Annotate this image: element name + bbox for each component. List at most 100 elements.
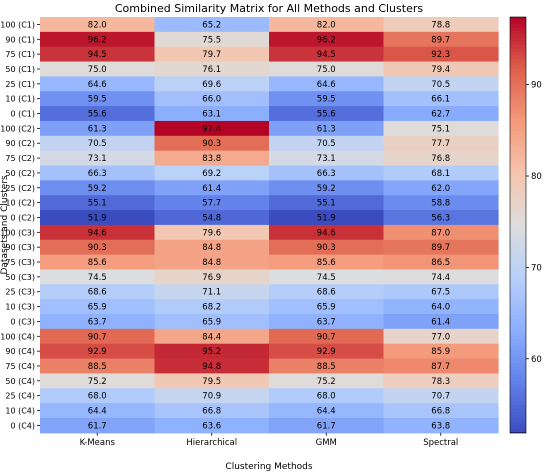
y-tick-label: 0 (C4) [10, 421, 35, 430]
cell-value-label: 94.6 [88, 228, 107, 238]
colorbar-segment [510, 20, 526, 25]
cell-value-label: 62.7 [431, 110, 450, 120]
cell-value-label: 55.6 [88, 110, 107, 120]
colorbar-segment [510, 51, 526, 56]
cell-value-label: 96.2 [317, 35, 336, 45]
colorbar-segment [510, 245, 526, 250]
heatmap-cell [383, 254, 499, 271]
cell-value-label: 65.9 [317, 303, 336, 313]
colorbar-segment [510, 294, 526, 299]
heatmap-cell [40, 239, 156, 256]
colorbar-segment [510, 283, 526, 288]
colorbar-segment [510, 346, 526, 351]
heatmap-cell [269, 46, 385, 63]
heatmap-cell [383, 106, 499, 122]
heatmap-cell [154, 31, 270, 48]
cell-value-label: 63.1 [202, 110, 221, 120]
heatmap-cell [269, 150, 385, 167]
heatmap-cell [154, 314, 270, 330]
cell-value-label: 64.6 [88, 80, 107, 90]
heatmap-cell [383, 417, 499, 434]
colorbar-segment [510, 373, 526, 378]
colorbar-segment [510, 207, 526, 212]
cell-value-label: 59.5 [317, 95, 336, 105]
cell-value-label: 69.6 [202, 80, 221, 90]
heatmap-cell [383, 46, 499, 63]
colorbar-segment [510, 165, 526, 171]
colorbar-segment [510, 114, 526, 119]
colorbar-segment [510, 259, 526, 264]
colorbar-segment [510, 134, 526, 139]
colorbar: 60 70 80 90 [509, 16, 542, 434]
cell-value-label: 92.9 [317, 347, 336, 357]
cell-value-label: 71.1 [202, 288, 221, 298]
cell-value-label: 78.8 [431, 20, 450, 30]
y-tick-label: 25 (C2) [5, 184, 35, 193]
heatmap-cell [383, 76, 499, 92]
heatmap-cell [383, 388, 499, 404]
cell-value-label: 59.2 [88, 184, 107, 194]
heatmap-cell [269, 299, 385, 315]
cell-value-label: 65.9 [88, 303, 107, 313]
colorbar-segment [510, 308, 526, 313]
colorbar-segment [510, 429, 526, 434]
cell-value-label: 61.7 [88, 421, 107, 431]
colorbar-segment [510, 224, 526, 229]
colorbar-segment [510, 145, 526, 150]
cell-value-label: 74.4 [431, 273, 450, 283]
cell-value-label: 61.3 [88, 124, 107, 134]
heatmap-cell [383, 180, 499, 196]
y-tick-label: 75 (C4) [5, 362, 35, 371]
cell-value-label: 84.8 [202, 258, 221, 268]
cell-value-label: 51.9 [88, 213, 107, 223]
heatmap-cell [40, 388, 156, 404]
heatmap-cell [383, 135, 499, 152]
cell-value-label: 66.3 [317, 169, 336, 179]
y-tick-label: 50 (C4) [5, 377, 35, 386]
heatmap-cell [269, 388, 385, 404]
y-tick-label: 100 (C3) [0, 228, 35, 237]
heatmap-cell [269, 106, 385, 122]
cell-value-label: 90.7 [317, 332, 336, 342]
y-tick-label: 50 (C2) [5, 169, 35, 178]
cell-value-label: 68.6 [88, 288, 107, 298]
colorbar-segment [510, 72, 526, 77]
cell-value-label: 82.0 [88, 20, 107, 30]
cell-value-label: 76.8 [431, 154, 450, 164]
colorbar-segment [510, 159, 526, 164]
cell-value-label: 68.0 [317, 392, 336, 402]
colorbar-segment [510, 415, 526, 420]
cell-value-label: 94.6 [317, 228, 336, 238]
heatmap-cell [154, 417, 270, 434]
cell-value-label: 66.3 [88, 169, 107, 179]
cell-value-label: 76.1 [202, 65, 221, 75]
heatmap-cell [269, 328, 385, 345]
cell-value-label: 79.5 [202, 377, 221, 387]
cell-value-label: 63.6 [202, 421, 221, 431]
colorbar-segment [510, 276, 526, 281]
heatmap-cell [40, 76, 156, 92]
heatmap-cell [154, 135, 270, 152]
heatmap-cell [40, 165, 156, 181]
colorbar-segment [510, 325, 526, 330]
x-axis-label: Clustering Methods [225, 462, 312, 472]
colorbar-segment [510, 86, 526, 91]
cell-value-label: 68.0 [88, 392, 107, 402]
cell-value-label: 70.5 [317, 139, 336, 149]
heatmap-cell [40, 314, 156, 330]
heatmap-cell [154, 299, 270, 315]
heatmap-cell [154, 358, 270, 374]
heatmap-cell [154, 373, 270, 389]
y-tick-label: 100 (C2) [0, 124, 35, 133]
colorbar-segment [510, 266, 526, 271]
heatmap-cell [269, 61, 385, 77]
colorbar-tick-label: 60 [531, 355, 542, 365]
heatmap-cell [269, 165, 385, 181]
heatmap-cell [383, 91, 499, 107]
heatmap-cell [40, 358, 156, 374]
colorbar-segment [510, 301, 526, 306]
heatmap-cell [154, 106, 270, 122]
colorbar-segment [510, 124, 526, 129]
cell-value-label: 55.1 [317, 199, 336, 209]
heatmap-cell [269, 17, 385, 33]
